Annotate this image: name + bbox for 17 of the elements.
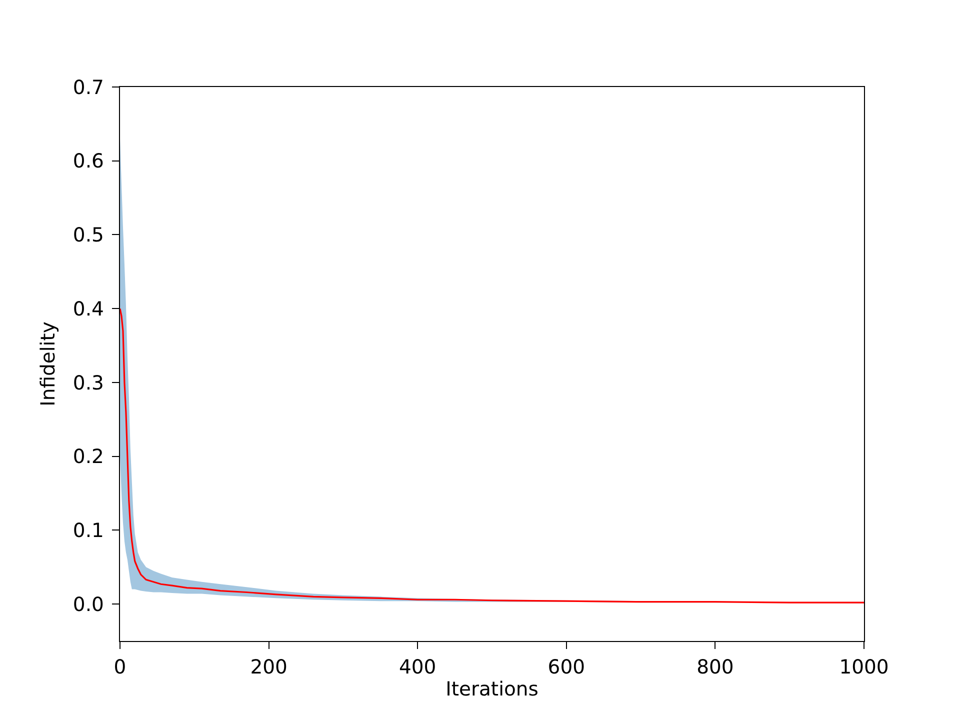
x-tick-label: 400 [398,656,436,679]
y-tick-label: 0.1 [72,519,104,542]
x-tick-label: 600 [548,656,586,679]
y-tick-label: 0.3 [72,371,104,394]
x-tick-label: 200 [250,656,288,679]
x-tick-label: 800 [696,656,734,679]
y-tick-label: 0.2 [72,445,104,468]
x-tick-label: 1000 [839,656,889,679]
y-tick-label: 0.5 [72,224,104,247]
y-tick-label: 0.6 [72,150,104,173]
line-series [120,308,864,604]
y-tick-label: 0.0 [72,592,104,616]
y-tick-label: 0.4 [72,297,104,320]
y-axis-title: Infidelity [36,322,60,406]
x-axis-title: Iterations [446,678,538,701]
y-tick-label: 0.7 [72,76,104,99]
x-tick-label: 0 [114,656,126,679]
